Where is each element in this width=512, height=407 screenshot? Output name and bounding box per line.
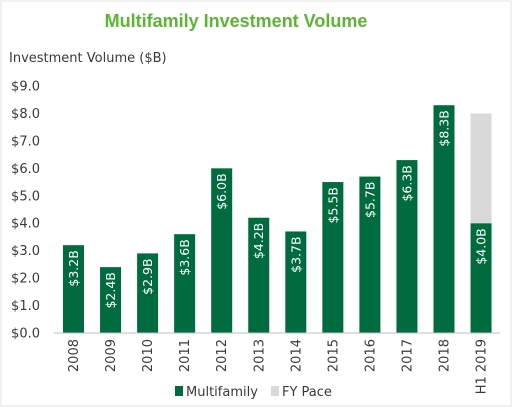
bar-value-label: $3.2B xyxy=(66,250,81,286)
bar-value-label: $3.6B xyxy=(177,239,192,275)
bar-value-label: $2.4B xyxy=(103,272,118,308)
bar-multifamily xyxy=(396,160,418,333)
bar-value-label: $2.9B xyxy=(140,258,155,294)
bar-multifamily xyxy=(211,168,233,333)
bar-multifamily xyxy=(322,182,344,333)
x-tick-label: H1 2019 xyxy=(475,339,490,394)
x-tick-label: 2012 xyxy=(215,339,230,372)
bar-multifamily xyxy=(137,253,159,333)
bar-value-label: $6.0B xyxy=(214,173,229,209)
bar-value-label: $4.2B xyxy=(251,223,266,259)
chart-title: Multifamily Investment Volume xyxy=(105,11,368,31)
x-axis-ticks: 2008 2009 2010 2011 2012 2013 2014 2015 2016 2017… xyxy=(67,339,490,394)
bar-multifamily xyxy=(285,231,307,333)
y-tick-label: $5.0 xyxy=(11,189,40,204)
y-axis-label: Investment Volume ($B) xyxy=(9,51,167,66)
y-tick-label: $0.0 xyxy=(11,327,40,342)
y-axis-ticks: $0.0 $1.0 $2.0 $3.0 $4.0 $5.0 $6.0 $7.0 $8.0 $9.0 xyxy=(11,80,40,342)
bar-multifamily xyxy=(470,223,492,333)
x-tick-label: 2013 xyxy=(252,339,267,372)
legend-label-fy-pace: FY Pace xyxy=(282,385,332,400)
legend-swatch-fy-pace xyxy=(271,386,279,396)
y-tick-label: $7.0 xyxy=(11,134,40,149)
bars: $3.2B $2.4B $2.9B $3.6B $6.0B $4.2B $3.7B $5.5B… xyxy=(63,105,492,334)
y-tick-label: $2.0 xyxy=(11,272,40,287)
bar-value-label: $5.5B xyxy=(325,187,340,223)
y-tick-label: $8.0 xyxy=(11,107,40,122)
y-tick-label: $6.0 xyxy=(11,162,40,177)
bar-value-label: $8.3B xyxy=(437,110,452,146)
y-tick-label: $1.0 xyxy=(11,299,40,314)
bar-multifamily xyxy=(433,105,455,334)
y-tick-label: $3.0 xyxy=(11,244,40,259)
x-tick-label: 2011 xyxy=(178,339,193,372)
x-tick-label: 2009 xyxy=(104,339,119,372)
x-tick-label: 2016 xyxy=(363,339,378,372)
bar-value-label: $4.0B xyxy=(474,228,489,264)
x-tick-label: 2010 xyxy=(141,339,156,372)
x-tick-label: 2015 xyxy=(326,339,341,372)
bar-multifamily xyxy=(63,245,84,333)
y-tick-label: $9.0 xyxy=(11,80,40,95)
bar-multifamily xyxy=(359,176,381,333)
bar-fy-pace xyxy=(470,113,492,224)
legend-label-multifamily: Multifamily xyxy=(186,385,258,400)
x-tick-label: 2008 xyxy=(67,339,82,372)
bar-value-label: $3.7B xyxy=(288,236,303,272)
x-tick-label: 2014 xyxy=(289,339,304,372)
y-tick-label: $4.0 xyxy=(11,217,40,232)
bar-value-label: $5.7B xyxy=(362,182,377,218)
legend-swatch-multifamily xyxy=(175,386,183,396)
bar-value-label: $6.3B xyxy=(399,165,414,201)
bar-multifamily xyxy=(248,217,270,333)
bar-multifamily xyxy=(100,267,122,333)
legend: Multifamily FY Pace xyxy=(175,385,332,400)
bar-multifamily xyxy=(174,234,196,333)
x-tick-label: 2018 xyxy=(438,339,453,372)
x-tick-label: 2017 xyxy=(400,339,415,372)
